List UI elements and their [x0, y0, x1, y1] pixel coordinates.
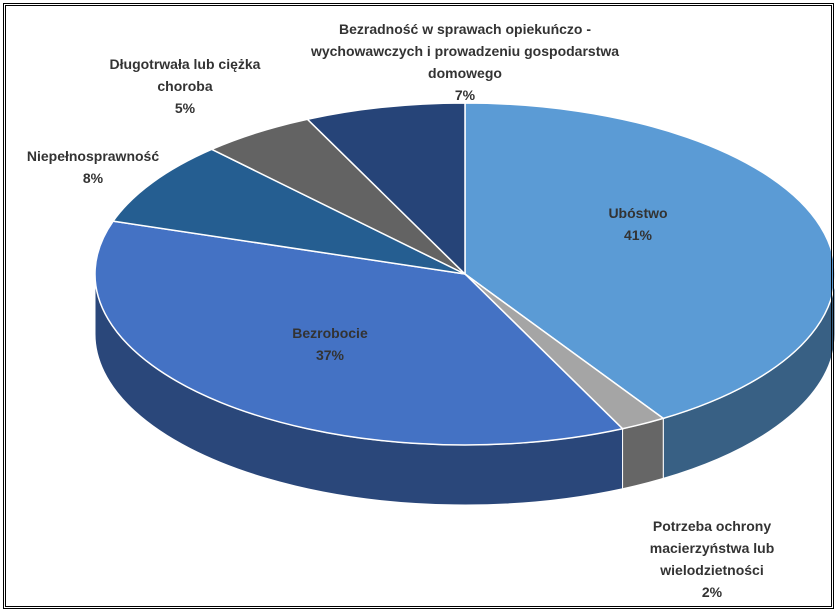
slice-label: Bezradność w sprawach opiekuńczo - wycho…	[300, 18, 630, 106]
category-label: Bezrobocie	[292, 325, 368, 341]
category-label: Niepełnosprawność	[26, 148, 160, 164]
slice-label: Ubóstwo 41%	[558, 202, 718, 246]
value-label: 8%	[82, 170, 104, 186]
category-label: Ubóstwo	[608, 205, 668, 221]
slice	[305, 102, 466, 276]
value-label: 2%	[701, 584, 723, 600]
slice-label: Długotrwała lub ciężka choroba 5%	[85, 53, 285, 119]
slice-label: Bezrobocie 37%	[250, 322, 410, 366]
category-label: Bezradność w sprawach opiekuńczo - wycho…	[310, 21, 620, 81]
category-label: Potrzeba ochrony macierzyństwa lub wielo…	[649, 518, 775, 578]
slice	[111, 148, 466, 275]
category-label: Długotrwała lub ciężka choroba	[109, 56, 261, 94]
slice-label: Niepełnosprawność 8%	[8, 145, 178, 189]
slice	[464, 102, 836, 420]
value-label: 5%	[174, 100, 196, 116]
slice	[94, 220, 625, 446]
value-label: 37%	[315, 347, 345, 363]
value-label: 41%	[623, 227, 653, 243]
value-label: 7%	[454, 87, 476, 103]
frame	[3, 3, 834, 609]
slice-label: Potrzeba ochrony macierzyństwa lub wielo…	[625, 515, 800, 603]
